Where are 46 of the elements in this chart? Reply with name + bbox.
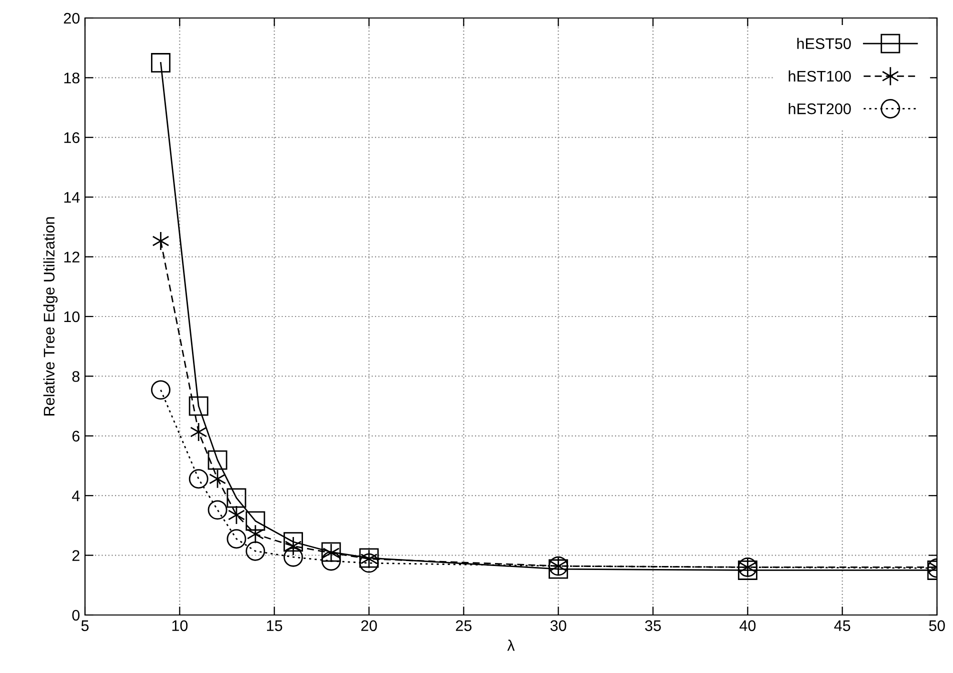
legend-label: hEST50: [797, 38, 851, 50]
x-tick-label: 15: [267, 620, 282, 632]
y-tick-label: 16: [64, 132, 80, 144]
point: [152, 231, 170, 251]
legend-label: hEST100: [788, 70, 851, 82]
point: [228, 505, 245, 525]
point: [284, 547, 303, 567]
point: [208, 450, 228, 470]
x-axis-title: λ: [507, 640, 515, 651]
y-tick-label: 12: [64, 252, 80, 262]
point: [284, 532, 303, 552]
x-tick-label: 25: [456, 620, 472, 632]
y-axis-title: Relative Tree Edge Utilization: [43, 217, 58, 416]
point: [151, 53, 170, 72]
point: [246, 541, 266, 561]
point: [738, 560, 758, 580]
y-tick-label: 2: [72, 550, 80, 561]
y-tick-label: 8: [72, 371, 80, 382]
point: [321, 551, 341, 571]
y-tick-label: 20: [64, 12, 80, 24]
y-tick-label: 18: [64, 72, 80, 84]
legend-label: hEST200: [788, 103, 851, 114]
point: [209, 469, 226, 489]
point: [284, 536, 302, 556]
x-tick-label: 35: [645, 620, 661, 632]
point: [246, 511, 266, 531]
x-tick-label: 30: [550, 620, 566, 632]
x-tick-label: 20: [361, 620, 377, 632]
x-tick-label: 10: [172, 620, 188, 632]
x-tick-label: 45: [834, 620, 850, 632]
y-tick-label: 0: [72, 610, 80, 621]
point: [188, 469, 208, 489]
y-tick-label: 10: [64, 311, 80, 322]
y-tick-label: 6: [72, 430, 80, 442]
x-tick-label: 50: [929, 620, 945, 632]
point: [190, 422, 208, 442]
point: [208, 500, 228, 520]
x-tick-label: 5: [81, 620, 89, 632]
point: [226, 488, 246, 508]
point: [151, 380, 170, 400]
y-tick-label: 14: [64, 192, 80, 203]
point: [226, 529, 246, 549]
x-tick-label: 40: [740, 620, 756, 632]
point: [246, 524, 264, 544]
point: [188, 396, 208, 416]
y-tick-label: 4: [72, 490, 80, 502]
